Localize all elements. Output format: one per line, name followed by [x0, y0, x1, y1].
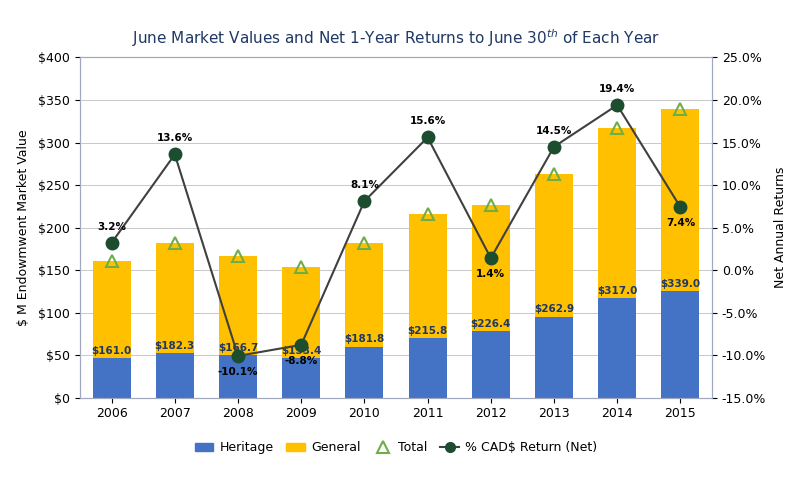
- Bar: [472, 331, 510, 398]
- Y-axis label: $ M Endowmwent Market Value: $ M Endowmwent Market Value: [17, 129, 30, 326]
- Text: -10.1%: -10.1%: [218, 367, 258, 377]
- Text: $166.7: $166.7: [218, 342, 258, 353]
- Text: 14.5%: 14.5%: [536, 125, 572, 136]
- Text: $161.0: $161.0: [91, 346, 132, 356]
- Bar: [156, 354, 194, 398]
- Bar: [472, 205, 510, 331]
- Text: $317.0: $317.0: [597, 285, 638, 296]
- Text: $182.3: $182.3: [154, 341, 195, 351]
- Bar: [219, 355, 257, 398]
- Bar: [93, 358, 130, 398]
- Bar: [219, 256, 257, 355]
- Text: $153.4: $153.4: [281, 346, 322, 356]
- Text: 7.4%: 7.4%: [666, 218, 695, 228]
- Text: $181.8: $181.8: [344, 334, 385, 344]
- Bar: [662, 109, 699, 291]
- Bar: [662, 291, 699, 398]
- Text: 1.4%: 1.4%: [476, 269, 506, 279]
- Bar: [346, 347, 383, 398]
- Y-axis label: Net Annual Returns: Net Annual Returns: [774, 167, 787, 288]
- Bar: [346, 243, 383, 347]
- Text: $226.4: $226.4: [470, 319, 511, 329]
- Bar: [535, 317, 573, 398]
- Text: $262.9: $262.9: [534, 304, 574, 314]
- Text: -8.8%: -8.8%: [285, 356, 318, 366]
- Text: 13.6%: 13.6%: [157, 133, 193, 143]
- Text: 19.4%: 19.4%: [599, 84, 635, 94]
- Title: June Market Values and Net 1-Year Returns to June 30$^{th}$ of Each Year: June Market Values and Net 1-Year Return…: [132, 27, 660, 48]
- Bar: [282, 267, 320, 358]
- Bar: [156, 242, 194, 354]
- Bar: [535, 174, 573, 317]
- Bar: [409, 338, 446, 398]
- Text: $215.8: $215.8: [407, 326, 448, 335]
- Bar: [93, 261, 130, 358]
- Bar: [282, 358, 320, 398]
- Legend: Heritage, General, Total, % CAD$ Return (Net): Heritage, General, Total, % CAD$ Return …: [190, 436, 602, 459]
- Text: 8.1%: 8.1%: [350, 180, 379, 190]
- Text: 15.6%: 15.6%: [410, 116, 446, 126]
- Text: 3.2%: 3.2%: [97, 222, 126, 232]
- Bar: [409, 214, 446, 338]
- Text: $339.0: $339.0: [660, 279, 701, 289]
- Bar: [598, 128, 636, 298]
- Bar: [598, 298, 636, 398]
